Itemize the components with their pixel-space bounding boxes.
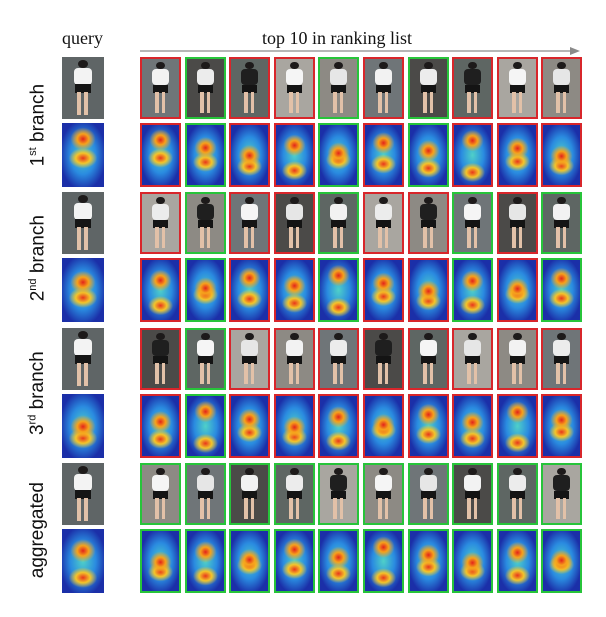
ranked-heatmap: [274, 394, 315, 458]
ranked-heatmap: [229, 529, 270, 593]
ranked-photo: [363, 57, 404, 119]
ranked-heatmap: [408, 123, 449, 187]
ranked-photo: [140, 57, 181, 119]
ranked-heatmap: [452, 529, 493, 593]
ranked-heatmap: [452, 258, 493, 322]
ranked-photo: [452, 192, 493, 254]
ranked-heatmap: [497, 529, 538, 593]
ranked-heatmap: [140, 258, 181, 322]
ranked-photo: [274, 328, 315, 390]
ranked-heatmap: [363, 258, 404, 322]
ranked-photo: [541, 328, 582, 390]
ranked-heatmap: [541, 394, 582, 458]
ranked-photo: [408, 192, 449, 254]
ranked-heatmap: [497, 258, 538, 322]
ranked-heatmap: [497, 123, 538, 187]
ranking-arrow: [140, 47, 580, 55]
ranked-heatmap: [452, 123, 493, 187]
ranked-photo: [497, 328, 538, 390]
ranked-heatmap: [229, 123, 270, 187]
query-photo: [62, 463, 104, 525]
ranked-photo: [408, 57, 449, 119]
ranked-photo: [140, 463, 181, 525]
ranked-photo: [274, 463, 315, 525]
ranked-photo: [408, 328, 449, 390]
query-header: query: [62, 28, 103, 48]
query-heatmap: [62, 258, 104, 322]
ranked-heatmap: [274, 529, 315, 593]
ranked-heatmap: [318, 258, 359, 322]
ranked-photo: [318, 57, 359, 119]
ranked-heatmap: [497, 394, 538, 458]
ranked-photo: [318, 463, 359, 525]
ranked-heatmap: [185, 394, 226, 458]
row-label-aggregated: aggregated: [27, 481, 49, 579]
ranked-photo: [541, 192, 582, 254]
ranked-heatmap: [452, 394, 493, 458]
ranked-heatmap: [140, 394, 181, 458]
ranked-heatmap: [408, 394, 449, 458]
ranked-heatmap: [140, 529, 181, 593]
query-heatmap: [62, 394, 104, 458]
ranked-heatmap: [541, 123, 582, 187]
ranking-header: top 10 in ranking list: [262, 28, 412, 48]
ranked-photo: [541, 463, 582, 525]
ranked-photo: [318, 328, 359, 390]
ranked-photo: [363, 463, 404, 525]
ranked-heatmap: [185, 123, 226, 187]
ranked-heatmap: [408, 529, 449, 593]
ranked-heatmap: [140, 123, 181, 187]
ranked-heatmap: [274, 123, 315, 187]
query-photo: [62, 57, 104, 119]
ranked-photo: [274, 57, 315, 119]
row-label-branch-1: 1st branch: [26, 83, 49, 167]
query-photo: [62, 192, 104, 254]
ranked-photo: [452, 463, 493, 525]
row-label-branch-2: 2nd branch: [26, 214, 49, 302]
ranked-photo: [229, 463, 270, 525]
ranked-photo: [229, 328, 270, 390]
ranked-heatmap: [408, 258, 449, 322]
ranked-photo: [185, 328, 226, 390]
ranked-photo: [541, 57, 582, 119]
ranked-heatmap: [229, 394, 270, 458]
ranked-heatmap: [318, 529, 359, 593]
ranked-heatmap: [363, 123, 404, 187]
ranked-photo: [185, 463, 226, 525]
ranked-photo: [185, 192, 226, 254]
ranked-photo: [497, 463, 538, 525]
ranked-heatmap: [274, 258, 315, 322]
query-heatmap: [62, 529, 104, 593]
ranked-photo: [497, 192, 538, 254]
ranked-photo: [140, 328, 181, 390]
row-label-branch-3: 3rd branch: [26, 351, 49, 435]
ranked-photo: [229, 57, 270, 119]
ranked-photo: [229, 192, 270, 254]
ranked-photo: [185, 57, 226, 119]
ranked-heatmap: [318, 123, 359, 187]
query-photo: [62, 328, 104, 390]
ranked-heatmap: [541, 529, 582, 593]
ranked-heatmap: [363, 394, 404, 458]
ranked-photo: [497, 57, 538, 119]
ranked-photo: [318, 192, 359, 254]
ranked-photo: [274, 192, 315, 254]
ranked-heatmap: [363, 529, 404, 593]
ranked-heatmap: [185, 529, 226, 593]
ranked-photo: [452, 57, 493, 119]
ranked-photo: [363, 328, 404, 390]
ranked-photo: [363, 192, 404, 254]
ranked-photo: [140, 192, 181, 254]
ranked-heatmap: [318, 394, 359, 458]
ranked-heatmap: [185, 258, 226, 322]
ranked-photo: [452, 328, 493, 390]
query-heatmap: [62, 123, 104, 187]
ranked-heatmap: [541, 258, 582, 322]
ranked-photo: [408, 463, 449, 525]
ranked-heatmap: [229, 258, 270, 322]
